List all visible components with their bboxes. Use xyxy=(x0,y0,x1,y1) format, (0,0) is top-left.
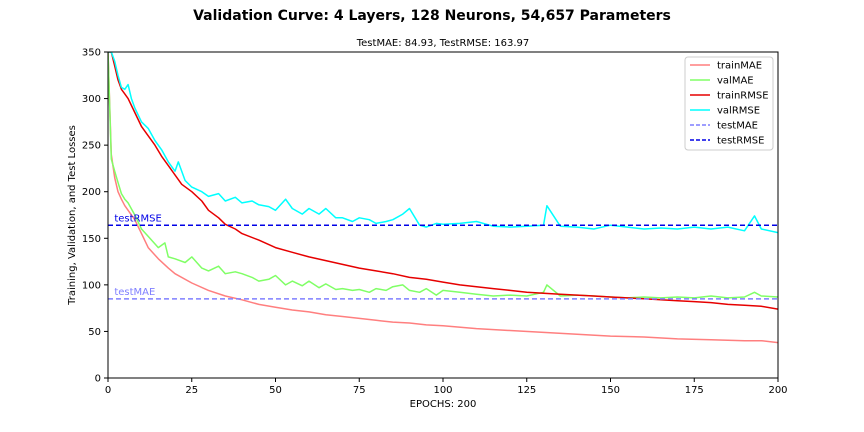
legend-label-valrmse: valRMSE xyxy=(717,106,760,117)
chart-title: TestMAE: 84.93, TestRMSE: 163.97 xyxy=(356,38,530,49)
annotation-testrmse: testRMSE xyxy=(114,213,161,224)
x-tick-label: 100 xyxy=(433,385,452,396)
x-tick-label: 25 xyxy=(185,385,198,396)
x-tick-label: 125 xyxy=(517,385,536,396)
series-layer xyxy=(108,52,778,344)
annotation-layer: testRMSE testMAE xyxy=(114,213,161,298)
series-line-trainrmse xyxy=(108,52,778,310)
x-tick-label: 0 xyxy=(105,385,111,396)
series-line-valmae xyxy=(108,52,778,299)
legend: trainMAE valMAE trainRMSE valRMSE testMAE tes… xyxy=(684,56,774,151)
plot-area: testRMSE testMAE xyxy=(107,51,779,379)
legend-label-trainmae: trainMAE xyxy=(717,61,762,72)
annotation-testmae: testMAE xyxy=(114,287,155,298)
x-tick-label: 200 xyxy=(768,385,787,396)
x-tick-label: 75 xyxy=(353,385,366,396)
series-line-trainmae xyxy=(108,52,778,344)
legend-label-testrmse: testRMSE xyxy=(717,136,764,147)
y-tick-label: 50 xyxy=(88,327,101,338)
x-axis-label: EPOCHS: 200 xyxy=(410,399,477,410)
y-tick-label: 200 xyxy=(82,187,101,198)
y-tick-label: 250 xyxy=(82,141,101,152)
x-tick-label: 50 xyxy=(269,385,282,396)
y-axis-label: Training, Validation, and Test Losses xyxy=(67,125,78,306)
legend-label-valmae: valMAE xyxy=(717,76,754,87)
x-axis-ticks: 0 25 50 75 100 125 150 175 200 xyxy=(105,378,788,396)
chart-suptitle: Validation Curve: 4 Layers, 128 Neurons,… xyxy=(193,8,671,24)
series-line-valrmse xyxy=(108,52,778,234)
legend-label-trainrmse: trainRMSE xyxy=(717,91,769,102)
y-tick-label: 150 xyxy=(82,234,101,245)
plot-frame xyxy=(107,51,779,379)
legend-label-testmae: testMAE xyxy=(717,121,758,132)
y-axis-ticks: 0 50 100 150 200 250 300 350 xyxy=(82,48,108,385)
y-tick-label: 350 xyxy=(82,48,101,59)
y-tick-label: 100 xyxy=(82,280,101,291)
x-tick-label: 150 xyxy=(601,385,620,396)
y-tick-label: 300 xyxy=(82,94,101,105)
y-tick-label: 0 xyxy=(95,374,101,385)
x-tick-label: 175 xyxy=(685,385,704,396)
